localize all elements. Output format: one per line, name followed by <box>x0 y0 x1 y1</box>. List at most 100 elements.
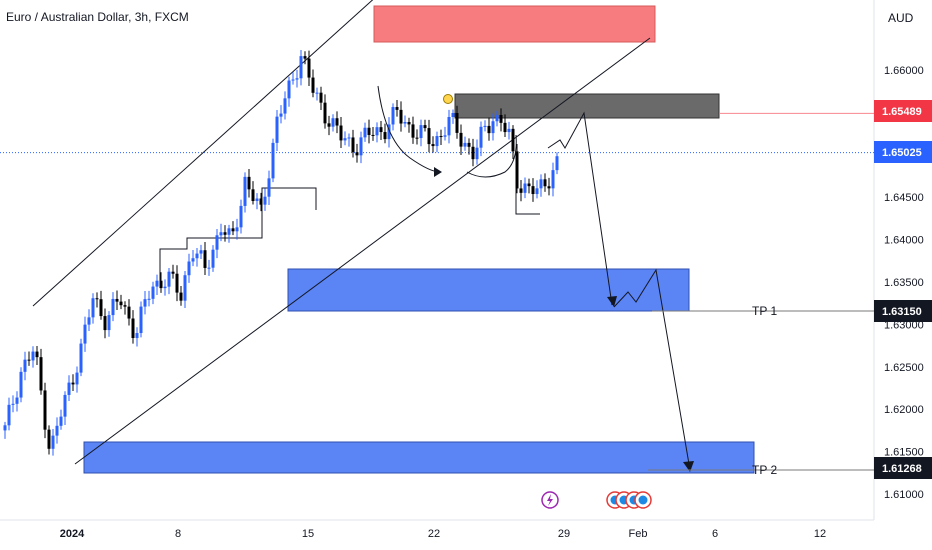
candle-body <box>79 343 83 373</box>
supply-zone <box>373 5 656 43</box>
price-tick-label: 1.62000 <box>884 404 924 416</box>
candle-body <box>455 113 459 133</box>
candle-body <box>411 124 415 138</box>
candle-body <box>367 127 371 135</box>
candle-body <box>243 176 247 206</box>
candle-body <box>203 250 207 268</box>
candle-body <box>27 359 31 361</box>
time-tick-label: 15 <box>302 528 314 540</box>
candle-body <box>131 318 135 339</box>
candle-body <box>159 280 163 289</box>
candle-body <box>487 125 491 134</box>
currency-label[interactable]: AUD <box>888 11 914 25</box>
candle-body <box>403 121 407 124</box>
candle-body <box>11 403 15 405</box>
price-label-upper-text: 1.65489 <box>882 106 922 118</box>
candle-body <box>311 77 315 93</box>
projection-path-1 <box>547 111 613 306</box>
candle-body <box>271 142 275 179</box>
price-label-current-text: 1.65025 <box>882 147 922 159</box>
tp2-label: TP 2 <box>752 463 777 477</box>
candle-body <box>319 92 323 103</box>
candle-body <box>371 134 375 136</box>
curve-arrow-path <box>377 85 441 173</box>
candle-body <box>347 137 351 139</box>
candle-body <box>111 298 115 316</box>
candle-body <box>151 286 155 299</box>
channel-upper-line <box>32 0 374 307</box>
candle-body <box>327 123 331 127</box>
candle-body <box>283 98 287 114</box>
candle-body <box>279 113 283 117</box>
tp1-label: TP 1 <box>752 304 777 318</box>
candle-body <box>175 273 179 293</box>
candle-body <box>143 299 147 307</box>
candle-body <box>359 137 363 156</box>
symbol-title[interactable]: Euro / Australian Dollar, 3h, FXCM <box>6 10 189 24</box>
candle-body <box>315 92 319 94</box>
candle-body <box>431 144 435 147</box>
candle-body <box>171 271 175 274</box>
price-tick-label: 1.63000 <box>884 319 924 331</box>
candle-body <box>391 107 395 125</box>
candle-body <box>363 127 367 138</box>
time-tick-label: 2024 <box>60 528 85 540</box>
candle-body <box>503 122 507 133</box>
candle-body <box>375 127 379 136</box>
lightning-glyph <box>547 494 553 506</box>
candle-body <box>291 79 295 81</box>
candle-body <box>515 151 519 189</box>
candle-body <box>335 118 339 126</box>
demand-zone-2 <box>83 441 755 474</box>
candle-body <box>383 132 387 140</box>
candle-body <box>471 146 475 160</box>
candle-body <box>535 188 539 195</box>
candle-body <box>379 127 383 133</box>
candle-body <box>299 56 303 79</box>
candle-body <box>215 235 219 250</box>
resistance-zone <box>454 93 720 119</box>
candle-body <box>91 298 95 318</box>
candle-body <box>195 253 199 259</box>
candle-body <box>395 107 399 110</box>
candle-body <box>555 156 559 171</box>
candle-body <box>47 429 51 449</box>
candle-body <box>155 280 159 287</box>
time-tick-label: Feb <box>629 528 648 540</box>
candle-body <box>399 109 403 124</box>
price-label-upper <box>874 100 932 122</box>
candle-body <box>251 189 255 202</box>
candle-body <box>443 135 447 137</box>
curve-rounded-bottom <box>466 134 517 178</box>
candle-body <box>15 397 19 404</box>
candle-body <box>499 114 503 123</box>
candle-body <box>83 324 87 344</box>
candle-body <box>551 170 555 189</box>
price-tick-label: 1.62500 <box>884 362 924 374</box>
candle-body <box>339 125 343 141</box>
candle-body <box>255 198 259 202</box>
candle-body <box>147 298 151 300</box>
candle-body <box>191 258 195 262</box>
candle-body <box>263 196 267 205</box>
candle-body <box>495 114 499 122</box>
price-label-tp2-text: 1.61268 <box>882 463 922 475</box>
candle-body <box>227 228 231 235</box>
candle-body <box>23 359 27 372</box>
time-tick-label: 22 <box>428 528 440 540</box>
candle-body <box>71 382 75 385</box>
arrowhead-icon <box>607 296 617 307</box>
candle-body <box>139 306 143 334</box>
candle-body <box>507 128 511 133</box>
candle-body <box>483 125 487 127</box>
candle-body <box>467 142 471 147</box>
price-tick-label: 1.61000 <box>884 489 924 501</box>
candle-body <box>479 126 483 148</box>
price-label-tp1-text: 1.63150 <box>882 306 922 318</box>
price-tick-label: 1.61500 <box>884 447 924 459</box>
candle-body <box>247 176 251 190</box>
demand-zone-1 <box>287 268 690 312</box>
economic-event-dot <box>638 495 648 505</box>
